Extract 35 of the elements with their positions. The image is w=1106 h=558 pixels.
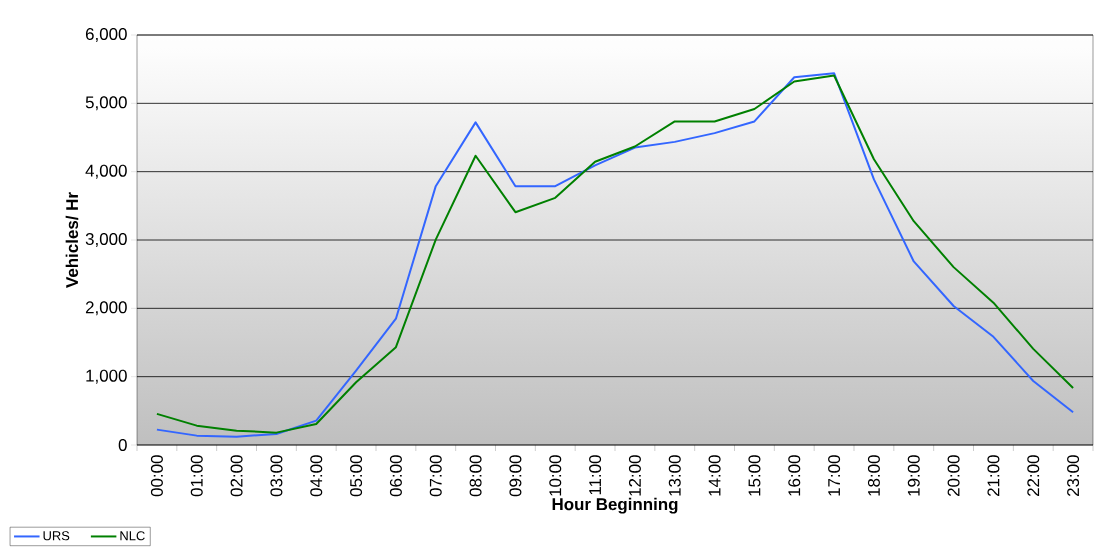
x-tick-label: 02:00 bbox=[230, 455, 243, 497]
x-tick-label: 20:00 bbox=[947, 455, 960, 497]
x-tick-label: 10:00 bbox=[549, 455, 562, 496]
y-tick-label: 0 bbox=[118, 439, 127, 451]
x-tick-label: 05:00 bbox=[350, 455, 363, 497]
x-tick-label: 03:00 bbox=[270, 455, 283, 497]
y-tick-label: 4,000 bbox=[85, 164, 127, 179]
x-tick-label: 09:00 bbox=[509, 455, 522, 497]
x-tick-label: 16:00 bbox=[788, 455, 801, 496]
x-tick-label: 07:00 bbox=[429, 455, 442, 497]
x-tick-label: 17:00 bbox=[828, 455, 841, 496]
x-axis-title: Hour Beginning bbox=[552, 497, 678, 514]
x-tick-label: 01:00 bbox=[190, 455, 203, 497]
x-tick-label: 11:00 bbox=[589, 455, 602, 495]
x-tick-label: 19:00 bbox=[907, 455, 920, 496]
x-tick-label: 12:00 bbox=[628, 455, 641, 496]
y-tick-label: 3,000 bbox=[85, 233, 127, 247]
x-tick-label: 14:00 bbox=[708, 455, 721, 496]
y-tick-label: 2,000 bbox=[85, 301, 127, 316]
y-tick-label: 5,000 bbox=[85, 96, 127, 111]
y-tick-label: 6,000 bbox=[85, 28, 127, 42]
x-tick-label: 00:00 bbox=[150, 455, 163, 497]
x-tick-label: 06:00 bbox=[389, 455, 402, 497]
legend-label: URS bbox=[43, 531, 70, 541]
x-tick-label: 15:00 bbox=[748, 455, 761, 496]
x-tick-label: 22:00 bbox=[1027, 455, 1040, 497]
x-tick-label: 23:00 bbox=[1067, 455, 1080, 497]
x-tick-label: 18:00 bbox=[867, 455, 880, 496]
legend-label: NLC bbox=[120, 531, 145, 541]
y-axis-title: Vehicles/ Hr bbox=[65, 192, 79, 288]
x-tick-label: 04:00 bbox=[310, 455, 323, 497]
x-tick-label: 21:00 bbox=[987, 455, 1000, 497]
x-tick-label: 13:00 bbox=[668, 455, 681, 496]
x-tick-label: 08:00 bbox=[469, 455, 482, 497]
y-tick-label: 1,000 bbox=[86, 369, 127, 384]
